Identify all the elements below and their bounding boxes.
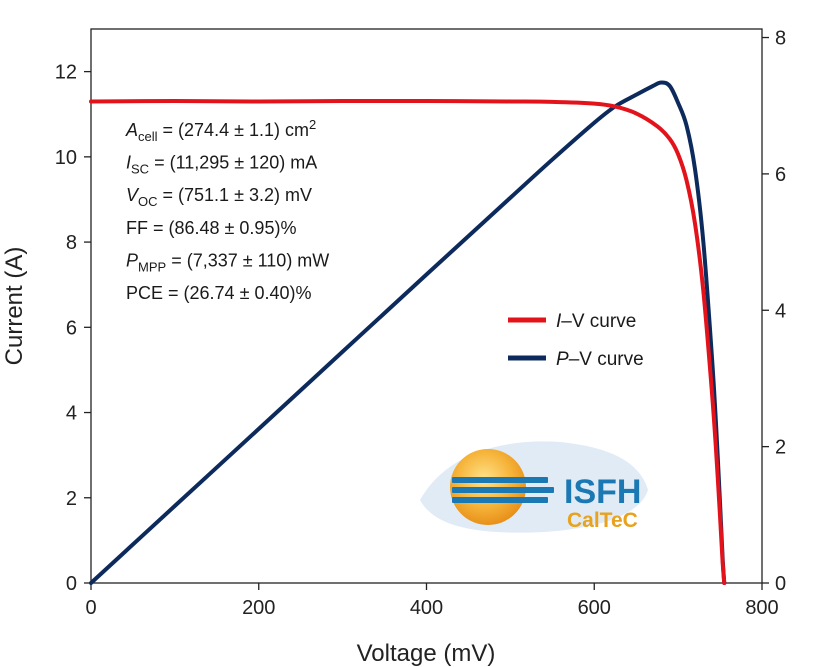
stat-line: FF = (86.48 ± 0.95)% — [126, 218, 296, 238]
y-left-axis-ticks: 0 2 4 6 8 10 12 — [55, 62, 91, 595]
logo-stripe — [452, 477, 548, 483]
y-right-tick-label: 8 — [775, 28, 786, 50]
x-tick-label: 800 — [745, 597, 778, 619]
y-left-tick-label: 4 — [66, 403, 77, 425]
y-left-tick-label: 6 — [66, 317, 77, 339]
y-left-tick-label: 12 — [55, 62, 77, 84]
legend-label-pv: P–V curve — [556, 349, 644, 370]
iv-curve-line — [89, 98, 727, 585]
y-left-tick-label: 8 — [66, 232, 77, 254]
x-tick-label: 400 — [410, 597, 443, 619]
stat-line: PMPP = (7,337 ± 110) mW — [126, 250, 329, 274]
stats-annotations: Acell = (274.4 ± 1.1) cm2 ISC = (11,295 ±… — [125, 117, 329, 303]
y-axis-title: Current (A) — [1, 247, 28, 366]
stat-line: ISC = (11,295 ± 120) mA — [126, 153, 317, 177]
logo-subtitle: CalTeC — [567, 509, 638, 532]
logo-name: ISFH — [564, 473, 641, 511]
y-left-tick-label: 0 — [66, 573, 77, 595]
logo-stripes — [452, 477, 554, 503]
isfh-caltec-logo: ISFH CalTeC — [420, 441, 648, 533]
x-axis-ticks: 0 200 400 600 800 — [85, 583, 779, 619]
legend: I–V curve P–V curve — [508, 311, 644, 370]
x-axis-title: Voltage (mV) — [357, 640, 496, 667]
y-right-tick-label: 2 — [775, 437, 786, 459]
y-left-tick-label: 2 — [66, 488, 77, 510]
y-right-tick-label: 6 — [775, 164, 786, 186]
curves — [89, 80, 727, 585]
y-right-axis-ticks: 0 2 4 6 8 — [762, 28, 786, 595]
logo-stripe — [452, 497, 548, 503]
x-tick-label: 0 — [85, 597, 96, 619]
pv-curve-line — [89, 80, 727, 585]
stat-line: VOC = (751.1 ± 3.2) mV — [126, 185, 312, 209]
logo-stripe — [452, 487, 554, 493]
x-tick-label: 600 — [578, 597, 611, 619]
legend-label-iv: I–V curve — [556, 311, 636, 332]
stat-line: PCE = (26.74 ± 0.40)% — [126, 283, 311, 303]
stat-line: Acell = (274.4 ± 1.1) cm2 — [125, 117, 316, 144]
y-right-tick-label: 0 — [775, 573, 786, 595]
y-right-tick-label: 4 — [775, 300, 786, 322]
y-left-tick-label: 10 — [55, 147, 77, 169]
x-tick-label: 200 — [242, 597, 275, 619]
